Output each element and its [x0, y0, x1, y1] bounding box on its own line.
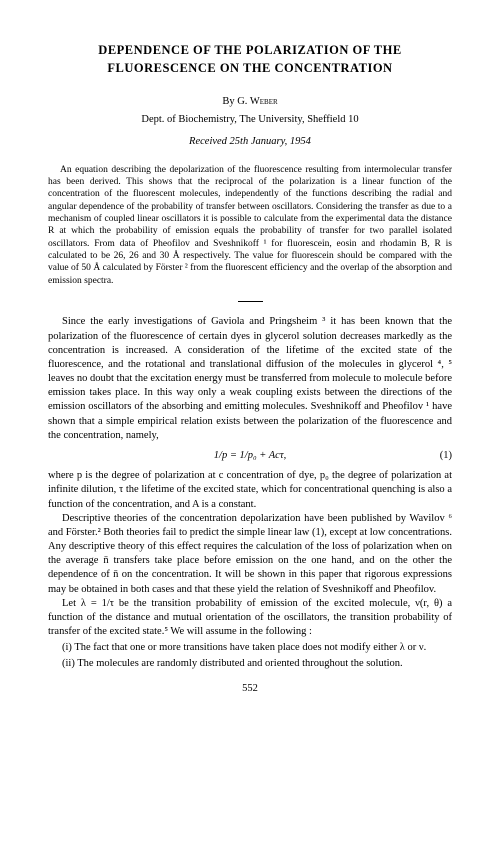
paragraph-2: where p is the degree of polarization at…: [48, 469, 452, 512]
paragraph-3: Descriptive theories of the concentratio…: [48, 512, 452, 597]
list-item-i: (i) The fact that one or more transition…: [48, 641, 452, 655]
body-text: Since the early investigations of Gaviol…: [48, 315, 452, 671]
list-item-ii: (ii) The molecules are randomly distribu…: [48, 657, 452, 671]
paragraph-4: Let λ = 1/τ be the transition probabilit…: [48, 597, 452, 640]
equation-1-formula: 1/p = 1/p₀ + Acτ,: [214, 450, 286, 461]
equation-1-number: (1): [440, 449, 452, 463]
paragraph-1: Since the early investigations of Gaviol…: [48, 315, 452, 443]
author-prefix: By: [222, 96, 237, 107]
paper-title: DEPENDENCE OF THE POLARIZATION OF THE FL…: [48, 42, 452, 77]
department: Dept. of Biochemistry, The University, S…: [48, 113, 452, 127]
page-number: 552: [48, 682, 452, 696]
title-line-1: DEPENDENCE OF THE POLARIZATION OF THE: [98, 43, 401, 57]
equation-1: 1/p = 1/p₀ + Acτ, (1): [48, 449, 452, 463]
received-date: Received 25th January, 1954: [48, 135, 452, 149]
section-divider: [238, 301, 263, 302]
author-line: By G. Weber: [48, 95, 452, 109]
title-line-2: FLUORESCENCE ON THE CONCENTRATION: [107, 61, 392, 75]
author-name: G. Weber: [237, 96, 277, 107]
abstract: An equation describing the depolarizatio…: [48, 164, 452, 287]
